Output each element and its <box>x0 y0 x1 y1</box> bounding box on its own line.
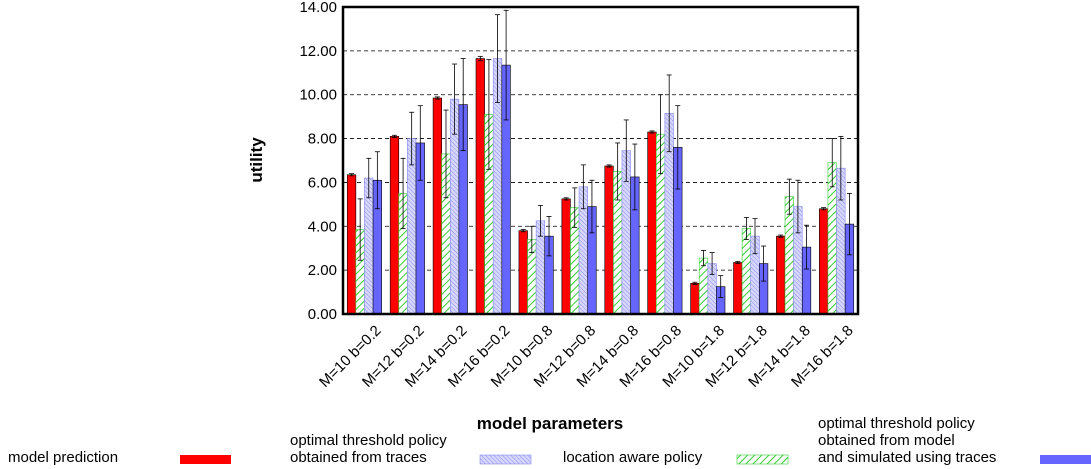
error-bar <box>666 74 672 153</box>
y-tick-label: 0.00 <box>308 306 337 323</box>
error-bar <box>529 225 535 254</box>
error-bar <box>580 164 586 210</box>
error-bar <box>735 260 741 264</box>
bar <box>561 198 571 315</box>
error-bar <box>520 229 526 233</box>
bar <box>346 174 357 315</box>
error-bar <box>743 217 749 240</box>
error-bar <box>434 96 440 100</box>
error-bar <box>649 130 655 134</box>
bar <box>733 262 743 315</box>
error-bar <box>846 192 852 256</box>
legend-swatch <box>479 454 532 465</box>
error-bar <box>786 178 792 215</box>
y-tick-label: 8.00 <box>308 131 337 148</box>
legend-label: optimal threshold policy obtained from mo… <box>818 415 996 466</box>
bar <box>604 165 614 315</box>
error-bar <box>606 164 612 168</box>
error-bar <box>495 14 501 103</box>
error-bar <box>366 157 372 199</box>
y-tick-label: 10.00 <box>299 87 337 104</box>
error-bar <box>632 143 638 211</box>
error-bar <box>675 105 681 190</box>
error-bar <box>563 197 569 201</box>
bar <box>389 136 400 315</box>
error-bar <box>486 59 492 170</box>
error-bar <box>443 109 449 199</box>
error-bar <box>795 179 801 234</box>
error-bar <box>409 111 415 166</box>
error-bar <box>838 135 844 201</box>
error-bar <box>460 58 466 152</box>
error-bar <box>452 63 458 135</box>
error-bar <box>623 119 629 182</box>
error-bar <box>546 216 552 257</box>
error-bar <box>692 281 698 285</box>
y-axis-label: utility <box>247 137 266 183</box>
legend-label: location aware policy <box>563 449 703 466</box>
bar <box>647 131 657 315</box>
bar <box>518 230 528 315</box>
error-bar <box>709 252 715 275</box>
y-tick-label: 4.00 <box>308 218 337 235</box>
bar <box>690 282 700 315</box>
error-bar <box>700 250 706 267</box>
y-tick-label: 6.00 <box>308 174 337 191</box>
error-bar <box>829 138 835 188</box>
legend-swatch <box>1040 455 1091 464</box>
error-bar <box>804 224 810 270</box>
plot-frame <box>341 5 860 316</box>
error-bar <box>752 218 758 255</box>
bar <box>741 228 752 315</box>
error-bar <box>589 179 595 234</box>
error-bar <box>658 94 664 175</box>
error-bar <box>357 198 363 261</box>
error-bar <box>374 151 380 210</box>
error-bar <box>821 207 827 211</box>
bar <box>432 97 442 315</box>
bar <box>776 235 786 315</box>
legend-swatch <box>736 454 789 465</box>
error-bar <box>615 142 621 201</box>
error-bar <box>391 134 397 138</box>
legend-swatch <box>180 455 231 464</box>
bar <box>475 58 485 315</box>
legend-label: optimal threshold policy obtained from tr… <box>290 432 447 466</box>
error-bar <box>572 187 578 228</box>
x-axis-label: model parameters <box>477 414 623 433</box>
y-tick-label: 14.00 <box>299 0 337 16</box>
error-bar <box>761 245 767 282</box>
error-bar <box>400 157 406 229</box>
bar <box>364 177 374 315</box>
error-bar <box>503 9 509 121</box>
error-bar <box>349 173 355 177</box>
legend-label: model prediction <box>8 449 118 466</box>
error-bar <box>718 275 724 298</box>
bar <box>819 208 829 315</box>
error-bar <box>477 55 483 62</box>
y-tick-label: 12.00 <box>299 43 337 60</box>
y-tick-label: 2.00 <box>308 262 337 279</box>
error-bar <box>778 234 784 238</box>
error-bar <box>417 105 423 181</box>
bar <box>698 257 709 315</box>
error-bar <box>537 205 543 237</box>
